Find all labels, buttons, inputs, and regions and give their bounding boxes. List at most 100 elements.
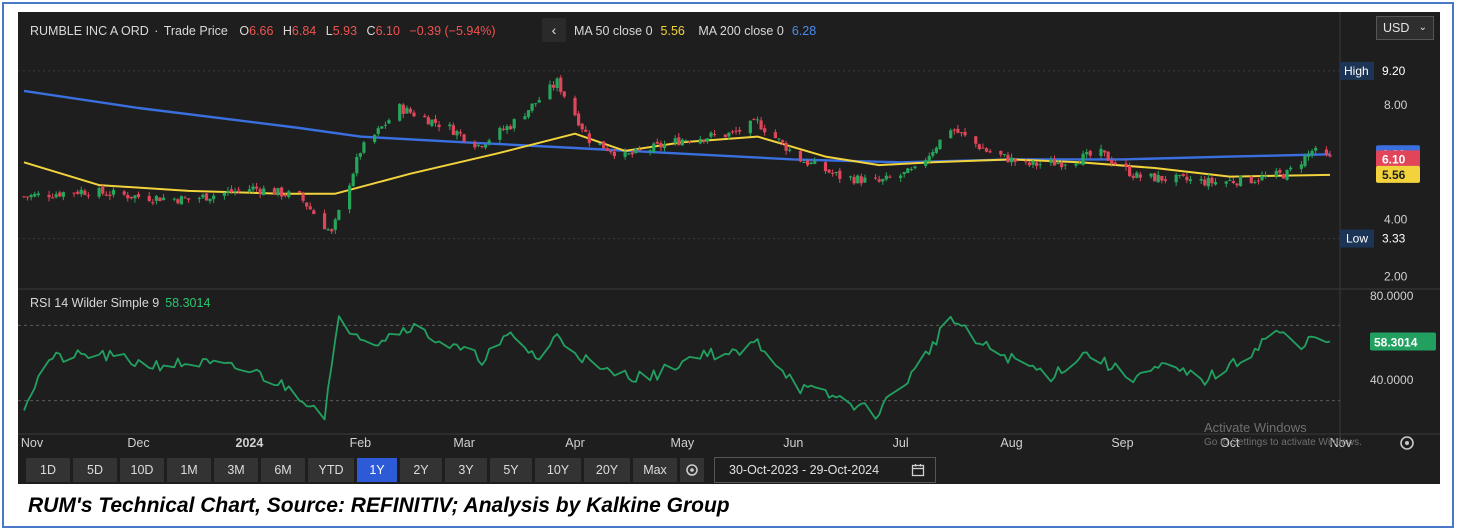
candle-body [584,129,588,132]
period-button-2y[interactable]: 2Y [400,458,442,482]
candle-body [308,206,312,210]
candle-body [448,124,452,127]
candle-body [22,196,26,198]
ma-legend: MA 50 close 0 5.56 MA 200 close 0 6.28 [574,24,818,38]
candle-body [154,195,158,201]
candle-body [577,113,581,126]
candle-body [237,189,241,191]
candle-body [909,169,913,171]
period-button-1y[interactable]: 1Y [357,458,397,482]
candle-body [433,119,438,123]
period-button-5d[interactable]: 5D [73,458,117,482]
candle-body [47,194,51,198]
candle-body [788,149,792,151]
candle-body [408,108,413,113]
candle-body [881,179,885,182]
candle-body [559,77,563,92]
candle-body [902,171,906,175]
instrument-name: RUMBLE INC A ORD [30,24,149,38]
candle-body [899,175,903,178]
candle-body [1027,162,1032,166]
candle-body [1174,174,1178,183]
candle-body [233,191,237,193]
candle-body [462,134,466,142]
period-button-ytd[interactable]: YTD [308,458,354,482]
candle-body [487,140,491,144]
candle-body [509,126,513,130]
collapse-legend-button[interactable]: ‹ [542,18,566,42]
candle-body [458,132,463,134]
candle-body [172,198,176,200]
price-type: Trade Price [163,24,228,38]
candle-body [1181,174,1185,176]
high-value: 6.84 [291,24,317,38]
candle-body [859,176,863,184]
rsi-label: RSI 14 Wilder Simple 9 [30,296,160,310]
gear-icon[interactable] [1400,436,1414,450]
candle-body [823,162,828,172]
candle-body [58,192,62,197]
candle-body [208,198,212,202]
candle-body [455,130,459,136]
candle-body [727,132,731,137]
candle-body [25,196,30,198]
candle-body [573,97,577,116]
candle-body [927,155,931,162]
candle-body [963,131,967,136]
candle-body [1085,152,1089,155]
candle-body [136,194,141,198]
candle-body [483,144,488,148]
candle-body [76,191,80,194]
period-button-1m[interactable]: 1M [167,458,211,482]
period-button-1d[interactable]: 1D [26,458,70,482]
period-button-20y[interactable]: 20Y [584,458,630,482]
candle-body [984,148,989,152]
candle-body [852,176,856,184]
candle-body [1260,175,1264,181]
period-button-max[interactable]: Max [633,458,677,482]
time-tick-label: Sep [1111,436,1133,450]
candle-body [201,194,205,198]
date-range-picker[interactable]: 30-Oct-2023 - 29-Oct-2024 [714,457,936,483]
candle-body [222,192,226,196]
gear-icon [686,464,698,476]
candle-body [634,148,638,154]
period-settings-button[interactable] [680,458,704,482]
candle-body [755,119,760,121]
candle-body [1077,163,1082,165]
period-button-3y[interactable]: 3Y [445,458,487,482]
period-button-3m[interactable]: 3M [214,458,258,482]
candle-body [673,138,677,144]
candle-body [197,198,201,200]
activate-windows-watermark: Activate Windows [1204,420,1307,435]
candle-body [1263,175,1268,177]
candle-body [956,128,960,133]
period-button-10d[interactable]: 10D [120,458,164,482]
candle-body [1203,179,1207,186]
candle-body [730,131,735,133]
candle-body [1149,173,1153,177]
candle-body [1249,176,1253,184]
rsi-value-tag-label: 58.3014 [1374,336,1418,350]
period-button-5y[interactable]: 5Y [490,458,532,482]
candle-body [1088,150,1092,156]
time-tick-label: Nov [21,436,44,450]
candle-body [1235,183,1239,186]
candle-body [387,120,391,124]
candle-body [301,193,305,201]
period-button-10y[interactable]: 10Y [535,458,581,482]
time-tick-label: Jul [893,436,909,450]
candle-body [183,197,187,199]
period-button-6m[interactable]: 6M [261,458,305,482]
candle-body [1099,148,1103,156]
low-tag-box [1340,229,1374,248]
candle-body [51,197,55,199]
candle-body [330,229,334,232]
candle-body [272,188,277,195]
candle-body [451,125,455,135]
chart-canvas[interactable]: 8.006.004.002.00High9.20Low3.336.286.105… [18,12,1440,484]
figure-caption: RUM's Technical Chart, Source: REFINITIV… [28,494,730,517]
candle-body [648,150,652,152]
currency-select[interactable]: USD ⌄ [1376,16,1434,40]
